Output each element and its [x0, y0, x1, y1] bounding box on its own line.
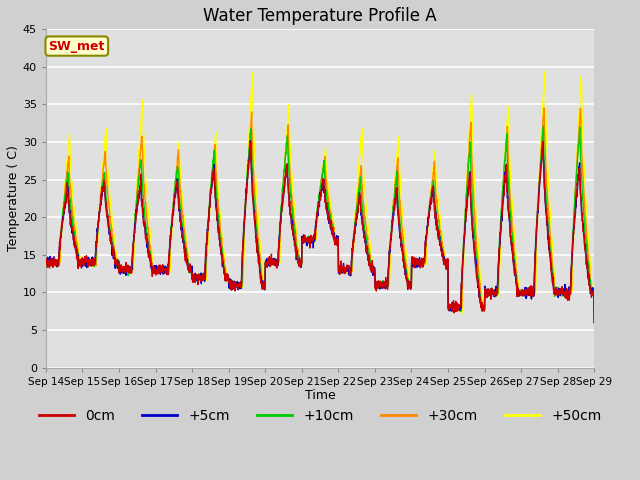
- +50cm: [479, 306, 487, 312]
- +50cm: [541, 69, 548, 75]
- Text: SW_met: SW_met: [49, 39, 105, 53]
- +5cm: [479, 306, 487, 312]
- +5cm: [336, 270, 344, 276]
- 0cm: [195, 271, 203, 277]
- +30cm: [42, 262, 50, 267]
- +50cm: [195, 274, 203, 280]
- +30cm: [590, 320, 598, 325]
- +30cm: [540, 105, 548, 111]
- Line: +10cm: +10cm: [46, 126, 594, 323]
- 0cm: [557, 291, 565, 297]
- Line: +5cm: +5cm: [46, 141, 594, 323]
- Legend: 0cm, +5cm, +10cm, +30cm, +50cm: 0cm, +5cm, +10cm, +30cm, +50cm: [33, 403, 607, 429]
- Line: +30cm: +30cm: [46, 108, 594, 323]
- 0cm: [542, 207, 550, 213]
- +10cm: [348, 264, 355, 269]
- +30cm: [557, 288, 565, 294]
- Y-axis label: Temperature ( C): Temperature ( C): [7, 145, 20, 252]
- 0cm: [479, 307, 487, 313]
- Title: Water Temperature Profile A: Water Temperature Profile A: [204, 7, 437, 25]
- X-axis label: Time: Time: [305, 389, 335, 403]
- +5cm: [590, 320, 598, 325]
- +30cm: [195, 273, 203, 279]
- +50cm: [557, 288, 565, 294]
- +5cm: [246, 138, 254, 144]
- Line: +50cm: +50cm: [46, 72, 594, 323]
- +30cm: [336, 264, 344, 270]
- +10cm: [590, 320, 598, 325]
- 0cm: [590, 320, 598, 325]
- +10cm: [542, 193, 550, 199]
- +5cm: [42, 258, 50, 264]
- 0cm: [539, 139, 547, 144]
- +10cm: [336, 264, 344, 270]
- +50cm: [542, 119, 550, 124]
- +5cm: [195, 277, 203, 283]
- +50cm: [42, 261, 50, 267]
- +30cm: [479, 305, 487, 311]
- +50cm: [590, 320, 598, 325]
- +5cm: [542, 209, 550, 215]
- Line: 0cm: 0cm: [46, 142, 594, 323]
- 0cm: [348, 258, 355, 264]
- +30cm: [348, 267, 355, 273]
- +50cm: [348, 268, 355, 274]
- 0cm: [42, 259, 50, 265]
- +30cm: [542, 167, 550, 173]
- +50cm: [336, 266, 344, 272]
- +5cm: [557, 289, 565, 295]
- +5cm: [348, 253, 356, 259]
- 0cm: [336, 272, 344, 277]
- +10cm: [557, 288, 565, 293]
- +10cm: [540, 123, 547, 129]
- +10cm: [479, 307, 487, 313]
- +10cm: [195, 276, 203, 282]
- +10cm: [42, 262, 50, 268]
